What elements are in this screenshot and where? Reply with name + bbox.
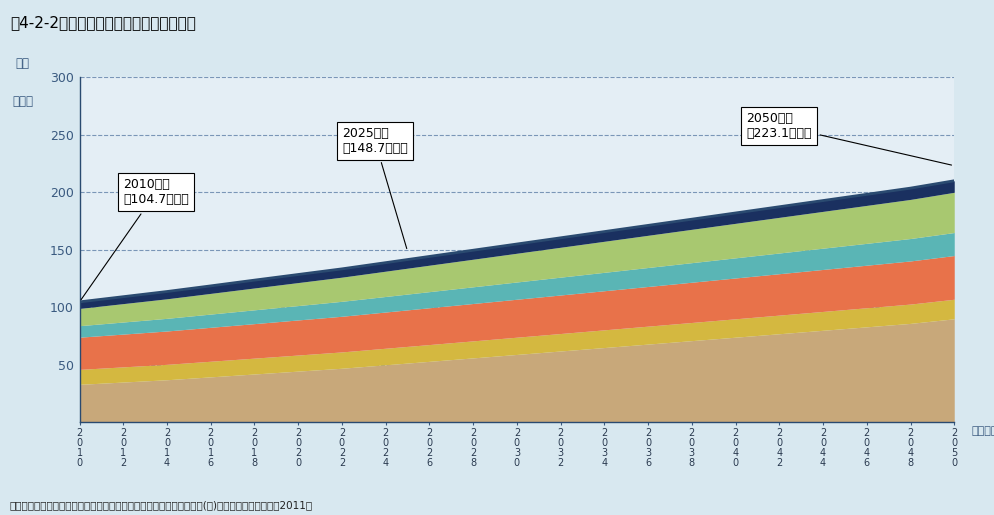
Text: 図4-2-2　世界の廃棄物量の推移（将来）: 図4-2-2 世界の廃棄物量の推移（将来） <box>10 15 196 30</box>
Text: トン）: トン） <box>12 94 33 108</box>
Text: 2050年：
約223.1億トン: 2050年： 約223.1億トン <box>746 112 951 165</box>
Text: （億: （億 <box>16 57 30 71</box>
Text: 出典：世界の廃棄物発生量の推定と将来予測に関する研究（田中勝（(株)廃棄物工学研究所），2011）: 出典：世界の廃棄物発生量の推定と将来予測に関する研究（田中勝（(株)廃棄物工学研… <box>10 500 313 510</box>
Text: （西暦）: （西暦） <box>972 426 994 436</box>
Text: 2010年：
約104.7億トン: 2010年： 約104.7億トン <box>82 178 189 300</box>
Text: 2025年：
約148.7億トン: 2025年： 約148.7億トン <box>342 127 408 249</box>
